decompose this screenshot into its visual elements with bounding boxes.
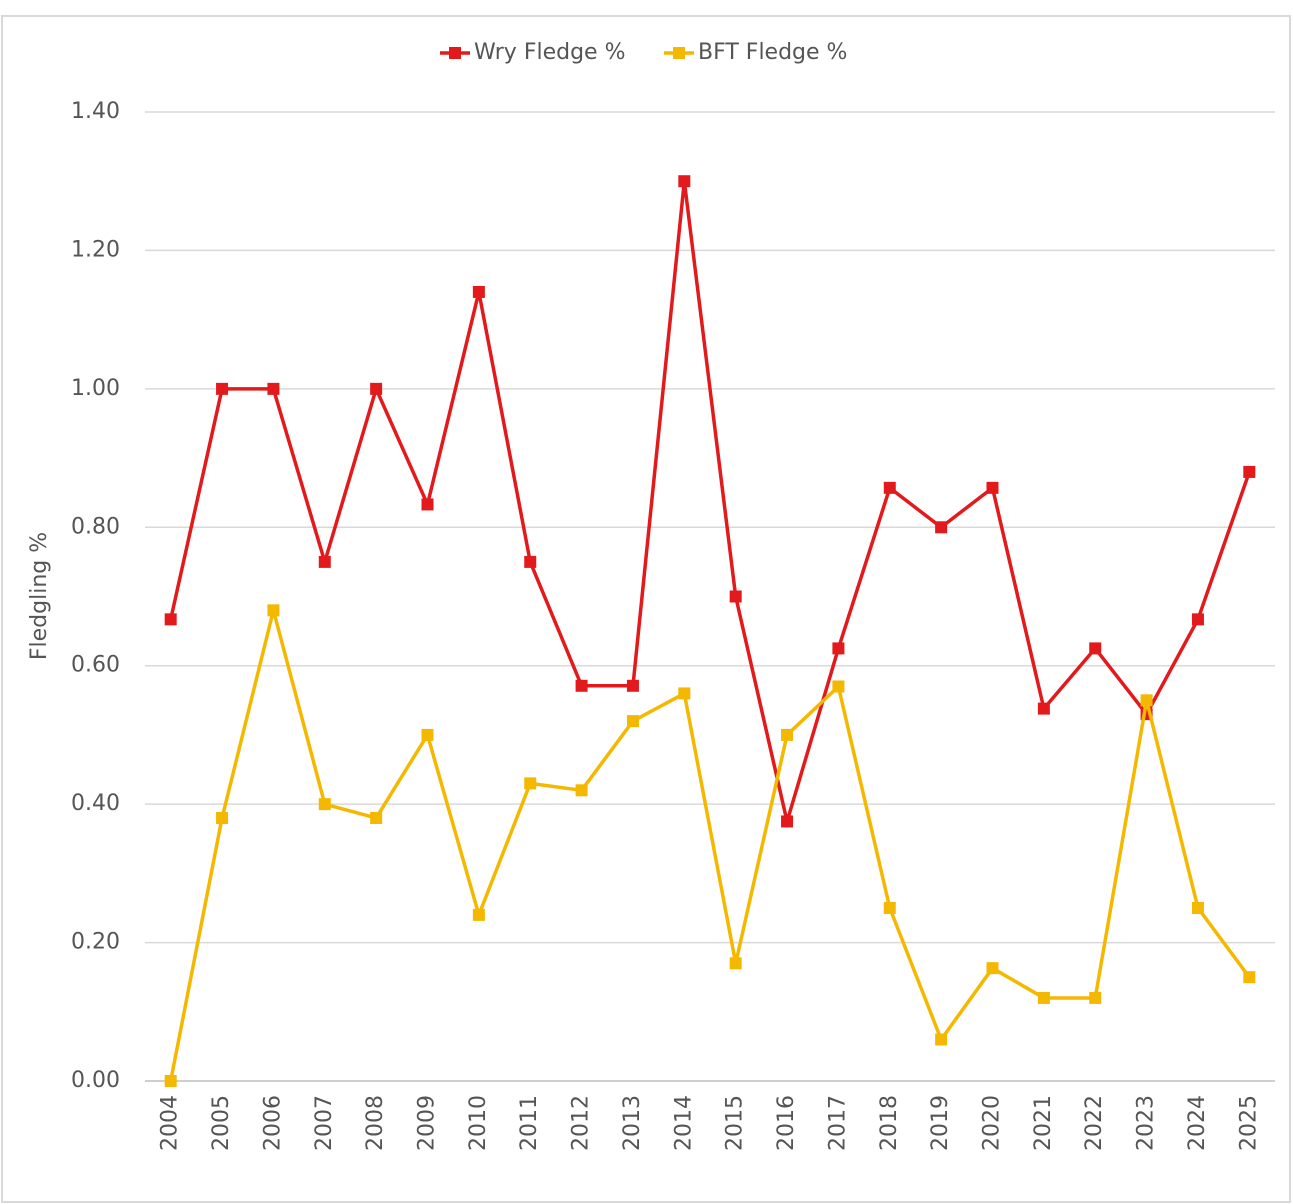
x-tick-label: 2008 — [363, 1095, 388, 1151]
y-tick-label: 1.00 — [71, 376, 120, 401]
data-point — [472, 285, 485, 298]
data-point — [216, 382, 229, 395]
data-point — [575, 679, 588, 692]
legend-label: BFT Fledge % — [698, 40, 847, 65]
x-tick-label: 2006 — [260, 1095, 285, 1151]
data-point — [1089, 991, 1102, 1004]
data-point — [626, 715, 639, 728]
x-tick-label: 2012 — [569, 1095, 594, 1151]
data-point — [1037, 702, 1050, 715]
data-point — [472, 908, 485, 921]
chart-border — [1, 15, 1291, 1203]
data-point — [1243, 971, 1256, 984]
legend-label: Wry Fledge % — [474, 40, 626, 65]
data-point — [267, 604, 280, 617]
x-tick-label: 2017 — [825, 1095, 850, 1151]
data-point — [267, 382, 280, 395]
x-tick-label: 2019 — [928, 1095, 953, 1151]
x-tick-label: 2010 — [466, 1095, 491, 1151]
x-tick-label: 2025 — [1236, 1095, 1261, 1151]
x-tick-label: 2013 — [620, 1095, 645, 1151]
data-point — [1140, 694, 1153, 707]
data-point — [524, 777, 537, 790]
data-point — [883, 901, 896, 914]
data-point — [1191, 901, 1204, 914]
data-point — [421, 728, 434, 741]
data-point — [986, 962, 999, 975]
x-tick-label: 2011 — [517, 1095, 542, 1151]
x-tick-label: 2023 — [1134, 1095, 1159, 1151]
data-point — [1037, 991, 1050, 1004]
legend-marker — [449, 47, 461, 59]
series-line — [168, 179, 1251, 824]
data-point — [678, 175, 691, 188]
x-tick-label: 2024 — [1185, 1095, 1210, 1151]
x-tick-label: 2004 — [158, 1095, 183, 1151]
data-point — [370, 811, 383, 824]
data-point — [370, 382, 383, 395]
y-tick-label: 0.80 — [71, 514, 120, 539]
data-point — [832, 680, 845, 693]
legend-marker — [673, 47, 685, 59]
x-tick-label: 2005 — [209, 1095, 234, 1151]
data-point — [986, 481, 999, 494]
x-tick-label: 2022 — [1082, 1095, 1107, 1151]
y-tick-label: 1.20 — [71, 237, 120, 262]
data-point — [1089, 642, 1102, 655]
y-tick-label: 0.40 — [71, 791, 120, 816]
x-tick-label: 2009 — [415, 1095, 440, 1151]
data-point — [729, 590, 742, 603]
y-axis-label: Fledgling % — [27, 532, 52, 660]
x-tick-label: 2018 — [877, 1095, 902, 1151]
series-line — [168, 608, 1251, 1082]
y-tick-label: 0.60 — [71, 653, 120, 678]
data-point — [524, 555, 537, 568]
x-tick-label: 2015 — [723, 1095, 748, 1151]
data-point — [1243, 465, 1256, 478]
data-point — [781, 815, 794, 828]
x-tick-label: 2014 — [671, 1095, 696, 1151]
data-point — [1191, 613, 1204, 626]
data-point — [781, 728, 794, 741]
data-point — [216, 811, 229, 824]
x-tick-label: 2016 — [774, 1095, 799, 1151]
data-point — [575, 784, 588, 797]
data-point — [832, 642, 845, 655]
data-point — [729, 957, 742, 970]
data-point — [421, 498, 434, 511]
data-point — [164, 613, 177, 626]
data-point — [318, 798, 331, 811]
data-point — [935, 1033, 948, 1046]
data-point — [318, 555, 331, 568]
data-point — [883, 481, 896, 494]
y-tick-label: 0.00 — [71, 1068, 120, 1093]
data-point — [626, 679, 639, 692]
data-point — [164, 1075, 177, 1087]
x-tick-label: 2021 — [1031, 1095, 1056, 1151]
y-tick-label: 0.20 — [71, 930, 120, 955]
data-point — [678, 687, 691, 700]
x-tick-label: 2007 — [312, 1095, 337, 1151]
data-point — [935, 521, 948, 534]
x-tick-label: 2020 — [980, 1095, 1005, 1151]
y-tick-label: 1.40 — [71, 99, 120, 124]
